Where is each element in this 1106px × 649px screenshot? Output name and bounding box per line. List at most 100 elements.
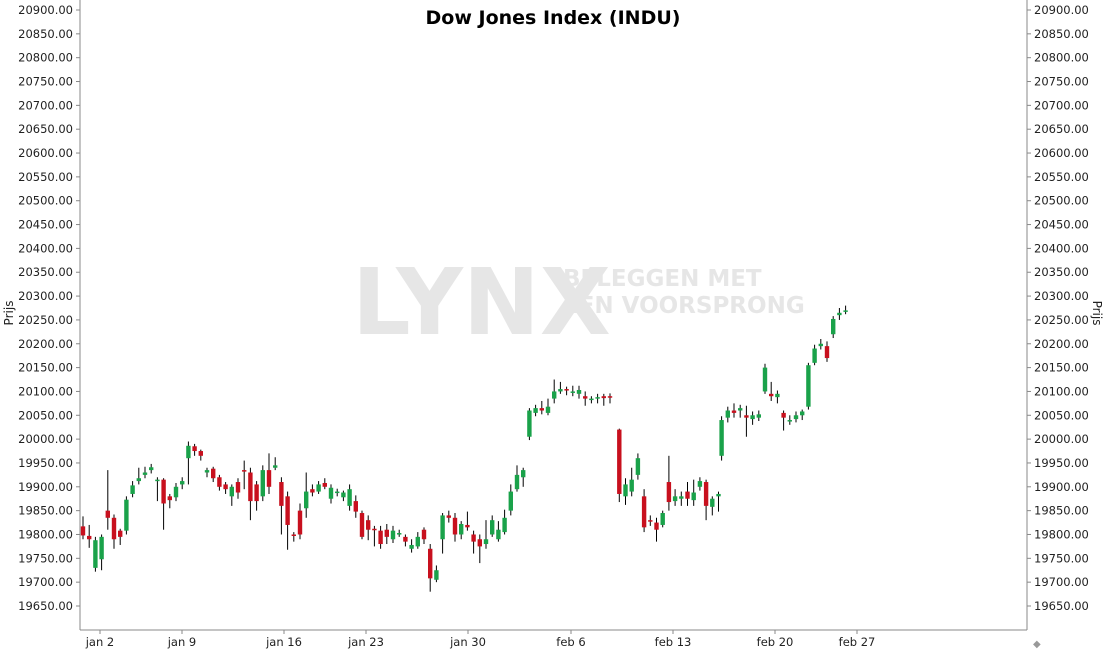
candle-body-down — [291, 534, 296, 536]
candle-body-up — [691, 492, 696, 501]
candle-body-down — [421, 529, 427, 540]
candle-body-up — [679, 496, 684, 499]
candle — [465, 511, 470, 531]
watermark-tagline-1: BELEGGEN MET — [563, 266, 762, 292]
candle-body-up — [409, 544, 414, 549]
candle-body-up — [595, 397, 600, 399]
candle — [552, 379, 557, 404]
candle — [316, 481, 321, 494]
candle-body-up — [576, 390, 582, 394]
candle-body-up — [130, 485, 135, 494]
right-y-tick-label: 20450.00 — [1034, 218, 1089, 232]
candle-body-down — [353, 501, 358, 512]
candle — [254, 481, 259, 511]
candle — [142, 466, 148, 479]
right-y-tick-label: 19700.00 — [1034, 575, 1089, 589]
candle-body-up — [787, 420, 792, 422]
candle — [800, 409, 805, 421]
candle-body-up — [750, 415, 755, 420]
candle-body-down — [198, 451, 203, 456]
candle — [635, 453, 641, 480]
candle — [124, 496, 129, 535]
candle — [483, 520, 489, 549]
candle-body-up — [173, 486, 179, 498]
left-y-tick-label: 20150.00 — [18, 361, 73, 375]
candle-body-down — [211, 468, 216, 479]
candle — [384, 523, 389, 545]
candle-body-down — [601, 396, 606, 399]
candle — [347, 484, 352, 511]
candle — [359, 510, 365, 540]
candle-body-up — [589, 398, 594, 401]
candle — [750, 411, 755, 425]
candle — [242, 460, 247, 490]
candle — [679, 491, 684, 506]
candle-body-up — [304, 491, 309, 509]
candle — [617, 428, 622, 503]
candle-body-up — [273, 465, 278, 468]
candle — [691, 479, 696, 506]
candle-body-up — [99, 536, 104, 560]
candle — [279, 477, 284, 535]
candle — [335, 488, 340, 497]
candle — [502, 509, 507, 535]
candle — [180, 477, 185, 490]
candle-body-up — [843, 310, 848, 312]
candle-body-up — [762, 367, 768, 392]
right-y-tick-label: 20600.00 — [1034, 146, 1089, 160]
candle-body-up — [545, 406, 551, 413]
left-y-tick-label: 20550.00 — [18, 170, 73, 184]
right-y-tick-label: 20100.00 — [1034, 384, 1089, 398]
candle — [192, 443, 197, 456]
candle — [130, 481, 135, 498]
left-y-tick-label: 20400.00 — [18, 241, 73, 255]
candle — [843, 305, 848, 315]
candle-body-up — [502, 517, 507, 533]
candle — [87, 524, 92, 548]
candle-body-down — [731, 410, 737, 413]
candle — [235, 478, 241, 499]
candle-body-down — [648, 520, 653, 522]
candle — [223, 482, 228, 494]
scroll-handle-icon[interactable]: ◆ — [1033, 639, 1041, 649]
candle-body-down — [285, 496, 290, 525]
candle — [527, 408, 532, 441]
candle — [217, 474, 222, 491]
candle-body-up — [397, 533, 402, 535]
candle-body-down — [685, 491, 690, 499]
candle — [648, 515, 653, 526]
candle-body-down — [824, 346, 830, 359]
watermark-tagline-2: EEN VOORSPRONG — [563, 293, 805, 319]
candle — [697, 477, 703, 491]
candle — [459, 521, 464, 540]
candle — [564, 386, 569, 396]
candle-body-down — [465, 524, 470, 528]
candle-body-down — [266, 470, 272, 487]
candle — [341, 490, 346, 502]
candle — [595, 393, 600, 404]
right-y-tick-label: 20350.00 — [1034, 265, 1089, 279]
right-y-tick-label: 20150.00 — [1034, 361, 1089, 375]
candle-body-down — [366, 520, 371, 530]
right-price-axis: 19650.00 19700.00 19750.00 19800.00 19850.00… — [1026, 0, 1089, 630]
candle — [806, 362, 811, 410]
candle-body-down — [372, 528, 377, 531]
candle-body-down — [452, 517, 458, 535]
candle-body-up — [390, 530, 396, 540]
candle — [390, 525, 396, 544]
candle — [496, 521, 501, 542]
candle-body-down — [641, 496, 647, 528]
right-y-tick-label: 19900.00 — [1034, 480, 1089, 494]
candle — [583, 391, 588, 406]
candle-body-down — [744, 415, 749, 418]
candle — [508, 484, 513, 516]
candle-body-up — [496, 529, 501, 540]
candle-body-up — [818, 343, 823, 347]
right-y-tick-label: 20750.00 — [1034, 75, 1089, 89]
candle — [623, 478, 628, 505]
candle — [629, 467, 634, 497]
candle — [111, 514, 117, 549]
candle — [149, 463, 154, 474]
x-tick-label: feb 27 — [839, 635, 876, 649]
left-y-tick-label: 20850.00 — [18, 27, 73, 41]
